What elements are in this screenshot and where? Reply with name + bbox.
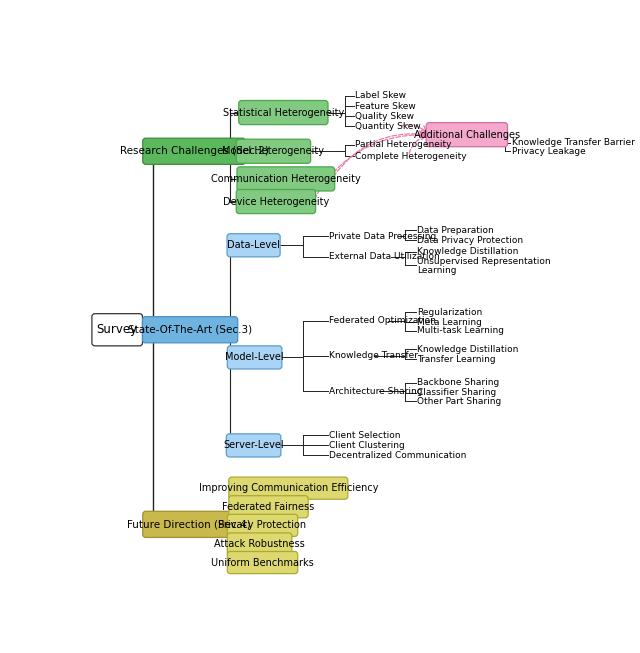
FancyBboxPatch shape — [426, 123, 508, 147]
Text: Multi-task Learning: Multi-task Learning — [417, 326, 504, 335]
FancyBboxPatch shape — [236, 189, 316, 214]
Text: Improving Communication Efficiency: Improving Communication Efficiency — [198, 483, 378, 493]
Text: Decentralized Communication: Decentralized Communication — [329, 451, 467, 460]
FancyBboxPatch shape — [227, 346, 282, 369]
Text: Architecture Sharing: Architecture Sharing — [329, 387, 422, 396]
Text: Survey: Survey — [97, 323, 138, 336]
Text: Unsupervised Representation: Unsupervised Representation — [417, 257, 551, 266]
FancyBboxPatch shape — [239, 101, 328, 125]
Text: Communication Heterogeneity: Communication Heterogeneity — [211, 174, 361, 184]
Text: Privacy Leakage: Privacy Leakage — [511, 147, 585, 156]
Text: Other Part Sharing: Other Part Sharing — [417, 396, 502, 406]
Text: External Data Utilization: External Data Utilization — [329, 252, 440, 261]
Text: Uniform Benchmarks: Uniform Benchmarks — [211, 558, 314, 567]
Text: Classifier Sharing: Classifier Sharing — [417, 388, 497, 397]
Text: Private Data Processing: Private Data Processing — [329, 232, 436, 241]
Text: Regularization: Regularization — [417, 308, 483, 317]
Text: Future Direction (Sec.4): Future Direction (Sec.4) — [127, 519, 251, 530]
Text: Label Skew: Label Skew — [355, 91, 406, 101]
Text: Model-Level: Model-Level — [225, 353, 284, 362]
FancyBboxPatch shape — [143, 511, 236, 537]
Text: Privacy Protection: Privacy Protection — [218, 520, 307, 530]
Text: Additional Challenges: Additional Challenges — [414, 130, 520, 140]
Text: Server-Level: Server-Level — [223, 440, 284, 451]
FancyBboxPatch shape — [92, 313, 143, 346]
Text: Learning: Learning — [417, 266, 457, 275]
Text: Meta Learning: Meta Learning — [417, 318, 482, 326]
Text: Partial Heterogeneity: Partial Heterogeneity — [355, 140, 452, 150]
Text: Backbone Sharing: Backbone Sharing — [417, 378, 500, 387]
FancyBboxPatch shape — [227, 533, 292, 555]
Text: Device Heterogeneity: Device Heterogeneity — [223, 197, 329, 206]
Text: Knowledge Distillation: Knowledge Distillation — [417, 345, 518, 354]
Text: Transfer Learning: Transfer Learning — [417, 355, 496, 364]
Text: Quality Skew: Quality Skew — [355, 112, 414, 121]
FancyBboxPatch shape — [237, 167, 335, 191]
Text: Model Heterogeneity: Model Heterogeneity — [223, 146, 324, 156]
Text: Attack Robustness: Attack Robustness — [214, 539, 305, 549]
Text: Statistical Heterogeneity: Statistical Heterogeneity — [223, 108, 344, 118]
Text: Knowledge Transfer: Knowledge Transfer — [329, 351, 418, 360]
FancyBboxPatch shape — [229, 496, 308, 518]
Text: State-Of-The-Art (Sec.3): State-Of-The-Art (Sec.3) — [128, 325, 252, 335]
FancyBboxPatch shape — [227, 552, 298, 573]
Text: Knowledge Transfer Barrier: Knowledge Transfer Barrier — [511, 138, 634, 147]
Text: Data Preparation: Data Preparation — [417, 226, 494, 234]
Text: Federated Fairness: Federated Fairness — [222, 502, 315, 512]
Text: Feature Skew: Feature Skew — [355, 101, 416, 110]
FancyBboxPatch shape — [227, 434, 281, 457]
Text: Client Clustering: Client Clustering — [329, 441, 404, 450]
FancyBboxPatch shape — [143, 138, 245, 165]
FancyBboxPatch shape — [236, 139, 310, 163]
Text: Client Selection: Client Selection — [329, 431, 401, 440]
FancyBboxPatch shape — [229, 477, 348, 499]
Text: Federated Optimization: Federated Optimization — [329, 316, 436, 325]
FancyBboxPatch shape — [143, 317, 237, 343]
FancyBboxPatch shape — [227, 234, 280, 257]
Text: Complete Heterogeneity: Complete Heterogeneity — [355, 151, 467, 161]
Text: Research Challenges (Sec.2): Research Challenges (Sec.2) — [120, 146, 269, 156]
FancyBboxPatch shape — [227, 515, 298, 536]
Text: Data-Level: Data-Level — [227, 240, 280, 250]
Text: Quantity Skew: Quantity Skew — [355, 121, 421, 131]
Text: Knowledge Distillation: Knowledge Distillation — [417, 247, 518, 257]
Text: Data Privacy Protection: Data Privacy Protection — [417, 236, 524, 245]
